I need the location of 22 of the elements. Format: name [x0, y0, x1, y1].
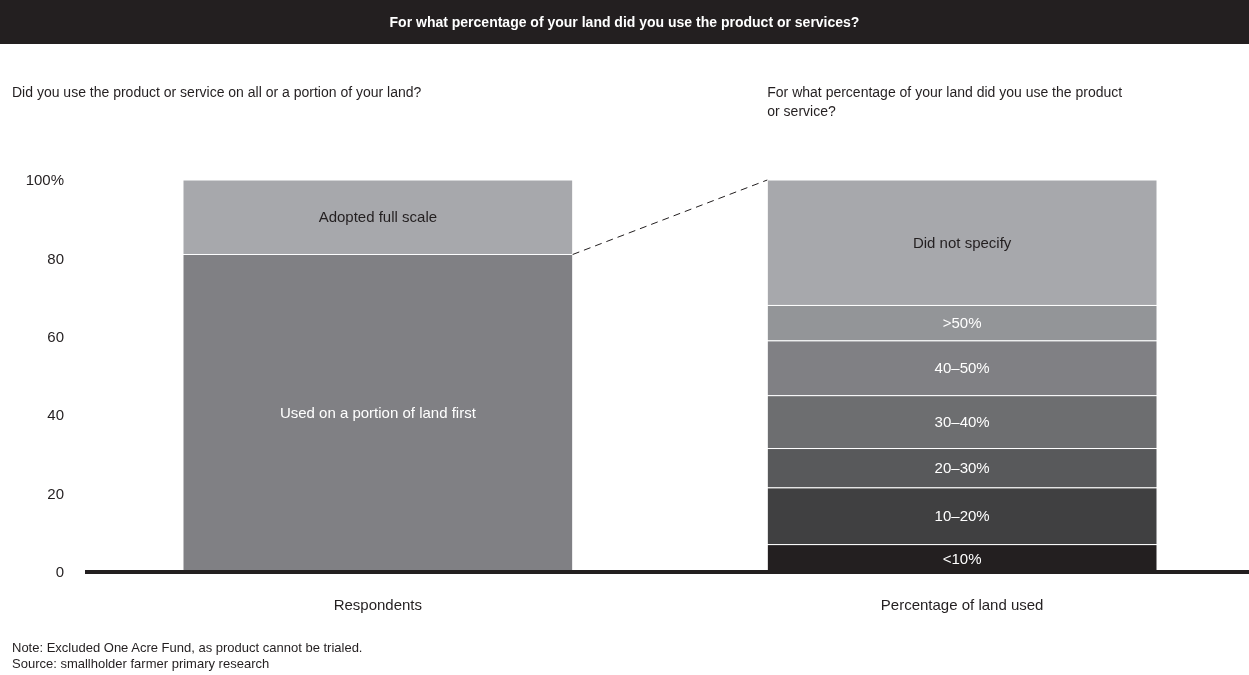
series-label: Used on a portion of land first	[279, 404, 477, 422]
series-label: Did not specify	[912, 233, 1012, 251]
series-label: 30–40%	[934, 413, 990, 431]
text: Note: Excluded One Acre Fund, as product cannot be trialed.	[12, 640, 363, 655]
chart-title: For what percentage of your land did you use the product or services?	[389, 13, 860, 30]
series-label: >50%	[942, 314, 982, 332]
y-tick-label: 80	[47, 249, 64, 267]
y-tick-label: 60	[47, 328, 64, 346]
series-label: 40–50%	[934, 359, 990, 377]
y-tick-label: 100%	[25, 171, 64, 189]
text: For what percentage of your land did you use the product or service?	[767, 84, 1123, 119]
x-tick-label: Percentage of land used	[880, 596, 1044, 614]
y-tick-label: 0	[55, 563, 64, 581]
x-tick-label: Respondents	[333, 596, 423, 614]
series-label: 20–30%	[934, 459, 990, 477]
series-label: Adopted full scale	[318, 208, 438, 226]
y-tick-label: 40	[47, 406, 64, 424]
y-tick-label: 20	[47, 484, 64, 502]
series-label: <10%	[942, 549, 982, 567]
source-note: Source: smallholder farmer primary research	[12, 656, 270, 671]
series-label: 10–20%	[934, 507, 990, 525]
chart-subtitle: Did you use the product or service on all or a portion of your land?	[12, 84, 422, 100]
